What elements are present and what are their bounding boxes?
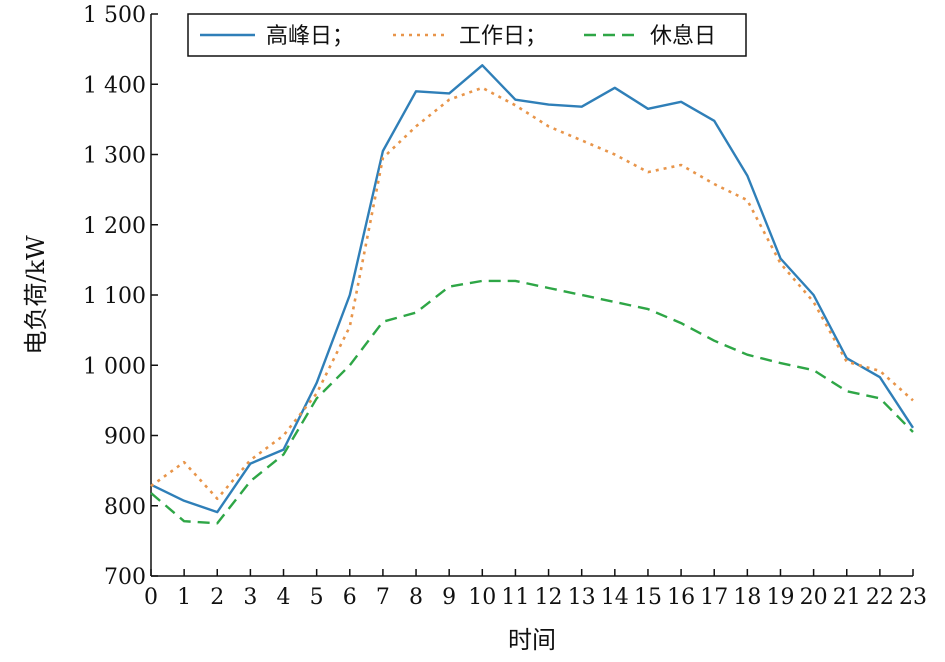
y-axis-title: 电负荷/kW [22,235,50,355]
x-tick-label: 8 [409,585,423,610]
x-tick-label: 19 [766,585,794,610]
x-tick-label: 12 [535,585,563,610]
x-tick-label: 11 [501,585,529,610]
y-tick-label: 900 [104,425,146,450]
x-tick-label: 16 [667,585,695,610]
x-tick-label: 21 [833,585,861,610]
x-tick-label: 1 [177,585,191,610]
y-tick-label: 1 400 [83,73,146,98]
legend: 高峰日； 工作日； 休息日 [187,13,747,57]
x-tick-label: 0 [144,585,158,610]
x-tick-label: 20 [800,585,828,610]
series-layer [150,64,915,525]
series-line-3 [150,279,914,525]
x-tick-label: 2 [210,585,224,610]
x-tick-label: 9 [442,585,456,610]
series-line-1 [150,64,915,514]
y-tick-label: 1 000 [83,354,146,379]
y-tick-label: 1 300 [83,144,146,169]
x-tick-label: 7 [376,585,390,610]
legend-box [187,13,747,57]
y-tick-label: 1 500 [83,3,146,28]
legend-label-2: 工作日； [459,24,547,49]
x-tick-label: 6 [343,585,357,610]
x-tick-label: 22 [866,585,894,610]
x-tick-label: 5 [310,585,324,610]
y-tick-label: 1 200 [83,214,146,239]
y-tick-label: 700 [104,565,146,590]
x-tick-label: 4 [277,585,291,610]
x-tick-label: 14 [601,585,629,610]
series-line-2 [150,86,914,501]
x-tick-label: 3 [243,585,257,610]
x-tick-label: 10 [468,585,496,610]
y-tick-label: 1 100 [83,284,146,309]
x-tick-label: 15 [634,585,662,610]
y-axis-ticks: 700 800 900 1 000 1 100 1 200 1 300 1 400 1 500 [83,3,158,590]
legend-label-1: 高峰日； [266,24,354,49]
x-tick-label: 18 [733,585,761,610]
x-axis-title: 时间 [508,626,556,654]
x-tick-label: 17 [700,585,728,610]
y-tick-label: 800 [104,495,146,520]
x-tick-label: 13 [568,585,596,610]
x-tick-label: 23 [899,585,927,610]
axes [150,14,913,577]
x-axis-ticks: 0 1 2 3 4 5 6 7 8 9 10 11 12 13 14 15 16 17 18 19 20 21 22 23 [144,569,927,610]
legend-label-3: 休息日 [650,24,716,49]
